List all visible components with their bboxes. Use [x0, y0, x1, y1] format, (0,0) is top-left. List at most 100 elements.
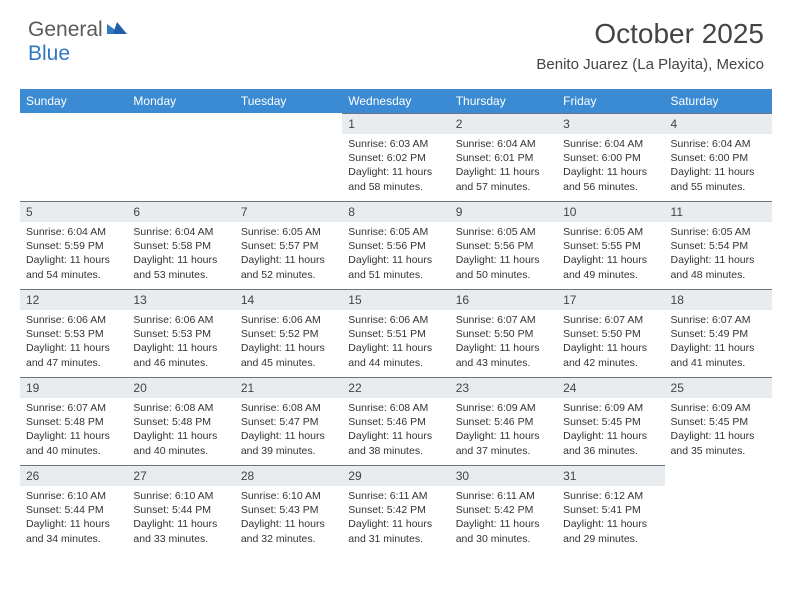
calendar-row: 1Sunrise: 6:03 AMSunset: 6:02 PMDaylight…	[20, 113, 772, 201]
calendar-cell: 6Sunrise: 6:04 AMSunset: 5:58 PMDaylight…	[127, 201, 234, 289]
day-number: 20	[127, 377, 234, 398]
calendar-row: 12Sunrise: 6:06 AMSunset: 5:53 PMDayligh…	[20, 289, 772, 377]
weekday-header: Monday	[127, 89, 234, 113]
day-details: Sunrise: 6:10 AMSunset: 5:43 PMDaylight:…	[235, 486, 342, 550]
calendar-cell: 23Sunrise: 6:09 AMSunset: 5:46 PMDayligh…	[450, 377, 557, 465]
day-number: 16	[450, 289, 557, 310]
calendar-cell: 28Sunrise: 6:10 AMSunset: 5:43 PMDayligh…	[235, 465, 342, 553]
page-header: General October 2025 Benito Juarez (La P…	[0, 0, 792, 81]
day-details: Sunrise: 6:05 AMSunset: 5:54 PMDaylight:…	[665, 222, 772, 286]
weekday-header: Thursday	[450, 89, 557, 113]
day-details: Sunrise: 6:06 AMSunset: 5:53 PMDaylight:…	[20, 310, 127, 374]
day-details: Sunrise: 6:07 AMSunset: 5:50 PMDaylight:…	[450, 310, 557, 374]
calendar-head: SundayMondayTuesdayWednesdayThursdayFrid…	[20, 89, 772, 113]
weekday-header: Saturday	[665, 89, 772, 113]
day-number: 30	[450, 465, 557, 486]
day-number: 6	[127, 201, 234, 222]
calendar-row: 26Sunrise: 6:10 AMSunset: 5:44 PMDayligh…	[20, 465, 772, 553]
calendar-cell: 31Sunrise: 6:12 AMSunset: 5:41 PMDayligh…	[557, 465, 664, 553]
day-details: Sunrise: 6:04 AMSunset: 6:00 PMDaylight:…	[665, 134, 772, 198]
day-details: Sunrise: 6:09 AMSunset: 5:46 PMDaylight:…	[450, 398, 557, 462]
day-details: Sunrise: 6:11 AMSunset: 5:42 PMDaylight:…	[342, 486, 449, 550]
day-number: 23	[450, 377, 557, 398]
day-details: Sunrise: 6:05 AMSunset: 5:55 PMDaylight:…	[557, 222, 664, 286]
day-details: Sunrise: 6:08 AMSunset: 5:47 PMDaylight:…	[235, 398, 342, 462]
day-details: Sunrise: 6:05 AMSunset: 5:56 PMDaylight:…	[342, 222, 449, 286]
day-details: Sunrise: 6:04 AMSunset: 5:58 PMDaylight:…	[127, 222, 234, 286]
day-number: 25	[665, 377, 772, 398]
calendar-cell	[127, 113, 234, 201]
weekday-header: Friday	[557, 89, 664, 113]
day-number: 8	[342, 201, 449, 222]
day-number: 9	[450, 201, 557, 222]
brand-part2: Blue	[28, 42, 70, 65]
day-details: Sunrise: 6:09 AMSunset: 5:45 PMDaylight:…	[557, 398, 664, 462]
calendar-cell: 2Sunrise: 6:04 AMSunset: 6:01 PMDaylight…	[450, 113, 557, 201]
weekday-header: Sunday	[20, 89, 127, 113]
day-number: 7	[235, 201, 342, 222]
calendar-cell: 16Sunrise: 6:07 AMSunset: 5:50 PMDayligh…	[450, 289, 557, 377]
calendar-cell: 10Sunrise: 6:05 AMSunset: 5:55 PMDayligh…	[557, 201, 664, 289]
day-details: Sunrise: 6:08 AMSunset: 5:48 PMDaylight:…	[127, 398, 234, 462]
calendar-cell: 27Sunrise: 6:10 AMSunset: 5:44 PMDayligh…	[127, 465, 234, 553]
day-number: 11	[665, 201, 772, 222]
day-number: 15	[342, 289, 449, 310]
weekday-header: Wednesday	[342, 89, 449, 113]
day-details: Sunrise: 6:08 AMSunset: 5:46 PMDaylight:…	[342, 398, 449, 462]
day-number: 26	[20, 465, 127, 486]
day-number: 24	[557, 377, 664, 398]
day-number: 21	[235, 377, 342, 398]
calendar-cell: 18Sunrise: 6:07 AMSunset: 5:49 PMDayligh…	[665, 289, 772, 377]
day-details: Sunrise: 6:07 AMSunset: 5:48 PMDaylight:…	[20, 398, 127, 462]
calendar-cell: 15Sunrise: 6:06 AMSunset: 5:51 PMDayligh…	[342, 289, 449, 377]
brand-part2-wrap: Blue	[28, 42, 70, 66]
day-details: Sunrise: 6:06 AMSunset: 5:52 PMDaylight:…	[235, 310, 342, 374]
day-details: Sunrise: 6:07 AMSunset: 5:49 PMDaylight:…	[665, 310, 772, 374]
day-details: Sunrise: 6:05 AMSunset: 5:56 PMDaylight:…	[450, 222, 557, 286]
day-details: Sunrise: 6:10 AMSunset: 5:44 PMDaylight:…	[20, 486, 127, 550]
day-number: 1	[342, 113, 449, 134]
day-details: Sunrise: 6:09 AMSunset: 5:45 PMDaylight:…	[665, 398, 772, 462]
calendar-cell: 9Sunrise: 6:05 AMSunset: 5:56 PMDaylight…	[450, 201, 557, 289]
calendar-cell: 24Sunrise: 6:09 AMSunset: 5:45 PMDayligh…	[557, 377, 664, 465]
day-number: 2	[450, 113, 557, 134]
day-number: 13	[127, 289, 234, 310]
calendar-cell: 11Sunrise: 6:05 AMSunset: 5:54 PMDayligh…	[665, 201, 772, 289]
calendar-cell: 13Sunrise: 6:06 AMSunset: 5:53 PMDayligh…	[127, 289, 234, 377]
calendar-cell: 30Sunrise: 6:11 AMSunset: 5:42 PMDayligh…	[450, 465, 557, 553]
day-number: 29	[342, 465, 449, 486]
day-number: 4	[665, 113, 772, 134]
calendar-cell: 4Sunrise: 6:04 AMSunset: 6:00 PMDaylight…	[665, 113, 772, 201]
brand-logo: General	[28, 18, 131, 42]
triangle-icon	[107, 20, 129, 41]
day-number: 31	[557, 465, 664, 486]
calendar-cell: 17Sunrise: 6:07 AMSunset: 5:50 PMDayligh…	[557, 289, 664, 377]
day-details: Sunrise: 6:05 AMSunset: 5:57 PMDaylight:…	[235, 222, 342, 286]
calendar-body: 1Sunrise: 6:03 AMSunset: 6:02 PMDaylight…	[20, 113, 772, 553]
calendar-cell: 22Sunrise: 6:08 AMSunset: 5:46 PMDayligh…	[342, 377, 449, 465]
location-subtitle: Benito Juarez (La Playita), Mexico	[536, 56, 764, 73]
day-details: Sunrise: 6:06 AMSunset: 5:53 PMDaylight:…	[127, 310, 234, 374]
calendar-cell: 25Sunrise: 6:09 AMSunset: 5:45 PMDayligh…	[665, 377, 772, 465]
weekday-header: Tuesday	[235, 89, 342, 113]
day-number: 3	[557, 113, 664, 134]
brand-part1: General	[28, 18, 103, 42]
calendar-cell: 5Sunrise: 6:04 AMSunset: 5:59 PMDaylight…	[20, 201, 127, 289]
day-number: 14	[235, 289, 342, 310]
calendar-cell: 19Sunrise: 6:07 AMSunset: 5:48 PMDayligh…	[20, 377, 127, 465]
day-details: Sunrise: 6:12 AMSunset: 5:41 PMDaylight:…	[557, 486, 664, 550]
day-details: Sunrise: 6:04 AMSunset: 5:59 PMDaylight:…	[20, 222, 127, 286]
day-details: Sunrise: 6:10 AMSunset: 5:44 PMDaylight:…	[127, 486, 234, 550]
day-number: 28	[235, 465, 342, 486]
weekday-row: SundayMondayTuesdayWednesdayThursdayFrid…	[20, 89, 772, 113]
day-details: Sunrise: 6:04 AMSunset: 6:00 PMDaylight:…	[557, 134, 664, 198]
day-number: 27	[127, 465, 234, 486]
day-number: 19	[20, 377, 127, 398]
calendar-row: 19Sunrise: 6:07 AMSunset: 5:48 PMDayligh…	[20, 377, 772, 465]
day-details: Sunrise: 6:06 AMSunset: 5:51 PMDaylight:…	[342, 310, 449, 374]
calendar-cell: 8Sunrise: 6:05 AMSunset: 5:56 PMDaylight…	[342, 201, 449, 289]
day-number: 17	[557, 289, 664, 310]
day-number: 12	[20, 289, 127, 310]
calendar-cell: 14Sunrise: 6:06 AMSunset: 5:52 PMDayligh…	[235, 289, 342, 377]
title-block: October 2025 Benito Juarez (La Playita),…	[536, 18, 764, 73]
